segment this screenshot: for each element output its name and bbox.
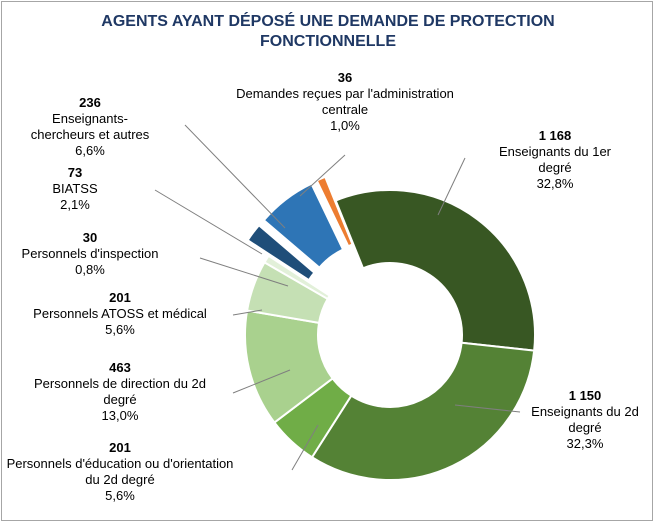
value-label: 1 168 (538, 128, 572, 143)
slice-label: 36 Demandes reçues par l'administration c… (236, 70, 454, 134)
leader-line (232, 309, 263, 316)
leader-line (454, 404, 521, 413)
donut-slice (315, 175, 354, 248)
category-label: Personnels d'inspection (21, 246, 159, 261)
slice-label: 201 Personnels ATOSS et médical 5,6% (33, 290, 207, 338)
slice-label: 73 BIATSS 2,1% (52, 165, 97, 213)
leader-line (232, 369, 291, 394)
value-label: 36 (337, 70, 353, 85)
slice-label: 1 150 Enseignants du 2d degré 32,3% (531, 388, 639, 452)
donut-slice (310, 341, 536, 481)
category-label: Enseignants du 2d degré (531, 404, 639, 435)
value-label: 30 (82, 230, 98, 245)
value-label: 201 (109, 290, 131, 305)
percent-label: 1,0% (330, 118, 360, 133)
slice-label: 1 168 Enseignants du 1er degré 32,8% (499, 128, 611, 192)
category-label: Enseignants- chercheurs et autres (30, 111, 150, 142)
chart-title: AGENTS AYANT DÉPOSÉ UNE DEMANDE DE PROTE… (101, 13, 555, 50)
percent-label: 6,6% (75, 143, 105, 158)
slice-label: 30 Personnels d'inspection 0,8% (22, 230, 159, 278)
donut-slice (263, 254, 332, 301)
category-label: Personnels ATOSS et médical (33, 306, 207, 321)
slice-label: 201 Personnels d'éducation ou d'orientati… (7, 440, 234, 504)
leader-line (299, 154, 346, 197)
percent-label: 13,0% (101, 408, 139, 423)
value-label: 201 (109, 440, 131, 455)
category-label: BIATSS (52, 181, 98, 196)
percent-label: 5,6% (105, 488, 135, 503)
value-label: 1 150 (568, 388, 602, 403)
category-label: Enseignants du 1er degré (498, 144, 612, 175)
slice-label: 236 Enseignants- chercheurs et autres 6,6% (31, 95, 150, 159)
leader-line (154, 189, 263, 255)
value-label: 73 (67, 165, 83, 180)
slice-label: 463 Personnels de direction du 2d degré 13… (34, 360, 206, 424)
donut-slice (262, 182, 345, 270)
category-label: Demandes reçues par l'administration cen… (236, 86, 454, 117)
donut-slice (334, 189, 536, 352)
percent-label: 32,3% (566, 436, 604, 451)
donut-slice (246, 223, 316, 282)
percent-label: 32,8% (536, 176, 574, 191)
percent-label: 2,1% (60, 197, 90, 212)
percent-label: 5,6% (105, 322, 135, 337)
value-label: 236 (79, 95, 101, 110)
percent-label: 0,8% (75, 262, 105, 277)
leader-line (199, 257, 289, 287)
leader-line (291, 424, 319, 471)
category-label: Personnels de direction du 2d degré (33, 376, 207, 407)
category-label: Personnels d'éducation ou d'orientation … (6, 456, 234, 487)
leader-line (184, 124, 286, 229)
value-label: 463 (109, 360, 131, 375)
leader-line (437, 157, 466, 216)
